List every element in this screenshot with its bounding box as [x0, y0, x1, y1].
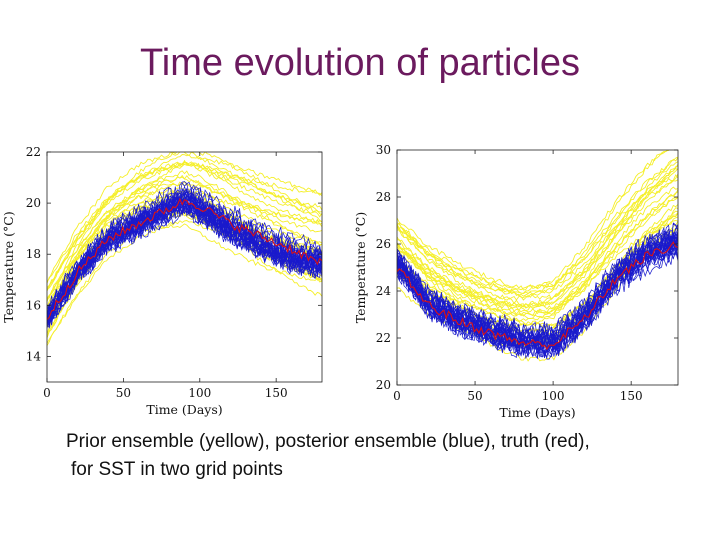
posterior-ensemble-line [397, 242, 678, 359]
prior-ensemble-line [47, 161, 322, 292]
posterior-ensemble-line [397, 236, 678, 352]
prior-ensemble-line [47, 170, 322, 311]
posterior-ensemble-line [47, 199, 322, 326]
y-tick-label: 22 [26, 145, 41, 159]
chart-left: 0 50 100 150 14 16 18 20 22 Time (Days) Temperatur… [0, 140, 345, 430]
prior-ensemble-line [397, 186, 678, 328]
y-tick-label: 26 [376, 237, 391, 251]
x-tick-label: 150 [265, 386, 288, 400]
plot-area [397, 150, 678, 362]
prior-ensemble-line [397, 174, 678, 301]
y-tick-label: 30 [376, 143, 391, 157]
x-axis-label: Time (Days) [146, 402, 222, 417]
prior-ensemble-line [397, 197, 678, 312]
caption-line-2: for SST in two grid points [71, 459, 283, 480]
y-axis-label: Temperature (°C) [1, 211, 16, 322]
prior-ensemble-line [47, 154, 322, 289]
prior-ensemble-line [397, 150, 670, 294]
y-tick-label: 22 [376, 331, 391, 345]
caption: Prior ensemble (yellow), posterior ensem… [66, 428, 706, 484]
plot-area [47, 152, 322, 346]
x-tick-label: 100 [542, 389, 565, 403]
prior-ensemble-line [397, 167, 678, 308]
prior-ensemble-line [47, 159, 322, 284]
chart-right: 0 50 100 150 20 22 24 26 28 30 Time (Days) Temperat… [352, 140, 720, 430]
y-tick-label: 14 [26, 349, 42, 363]
truth-line [397, 241, 678, 351]
x-tick-label: 50 [467, 389, 482, 403]
x-tick-label: 50 [116, 386, 131, 400]
posterior-ensemble-line [397, 229, 678, 350]
plot-frame [46, 151, 323, 383]
x-tick-label: 0 [393, 389, 401, 403]
caption-line-1: Prior ensemble (yellow), posterior ensem… [66, 431, 590, 452]
posterior-ensemble-line [47, 181, 322, 320]
x-tick-label: 100 [188, 386, 211, 400]
prior-ensemble-line [397, 197, 678, 320]
y-tick-label: 16 [26, 298, 41, 312]
prior-ensemble-line [397, 189, 678, 317]
prior-ensemble-line [397, 168, 678, 323]
prior-ensemble-line [397, 173, 678, 300]
posterior-ensemble-line [397, 244, 678, 358]
y-tick-label: 24 [376, 284, 392, 298]
prior-ensemble-line [397, 157, 678, 291]
prior-ensemble-line [397, 156, 678, 291]
x-axis-label: Time (Days) [499, 405, 575, 420]
y-tick-label: 20 [376, 378, 391, 392]
x-tick-label: 150 [620, 389, 643, 403]
y-tick-label: 28 [376, 190, 391, 204]
slide-title: Time evolution of particles [139, 42, 580, 84]
chart-right-svg: 0 50 100 150 20 22 24 26 28 30 Time (Days) Temperat… [353, 143, 679, 420]
y-tick-label: 18 [26, 247, 41, 261]
posterior-ensemble-line [397, 223, 678, 342]
x-tick-label: 0 [43, 386, 51, 400]
prior-ensemble-line [397, 220, 678, 317]
truth-line [47, 197, 322, 321]
prior-ensemble-line [47, 187, 322, 309]
posterior-ensemble-line [47, 188, 322, 323]
y-axis-label: Temperature (°C) [353, 212, 368, 323]
posterior-ensemble-line [47, 191, 322, 324]
prior-ensemble-line [397, 161, 678, 309]
posterior-ensemble-line [47, 192, 322, 326]
chart-left-svg: 0 50 100 150 14 16 18 20 22 Time (Days) Temperatur… [1, 145, 323, 417]
y-tick-label: 20 [26, 196, 41, 210]
plot-frame [396, 149, 679, 386]
posterior-ensemble-line [47, 197, 322, 329]
